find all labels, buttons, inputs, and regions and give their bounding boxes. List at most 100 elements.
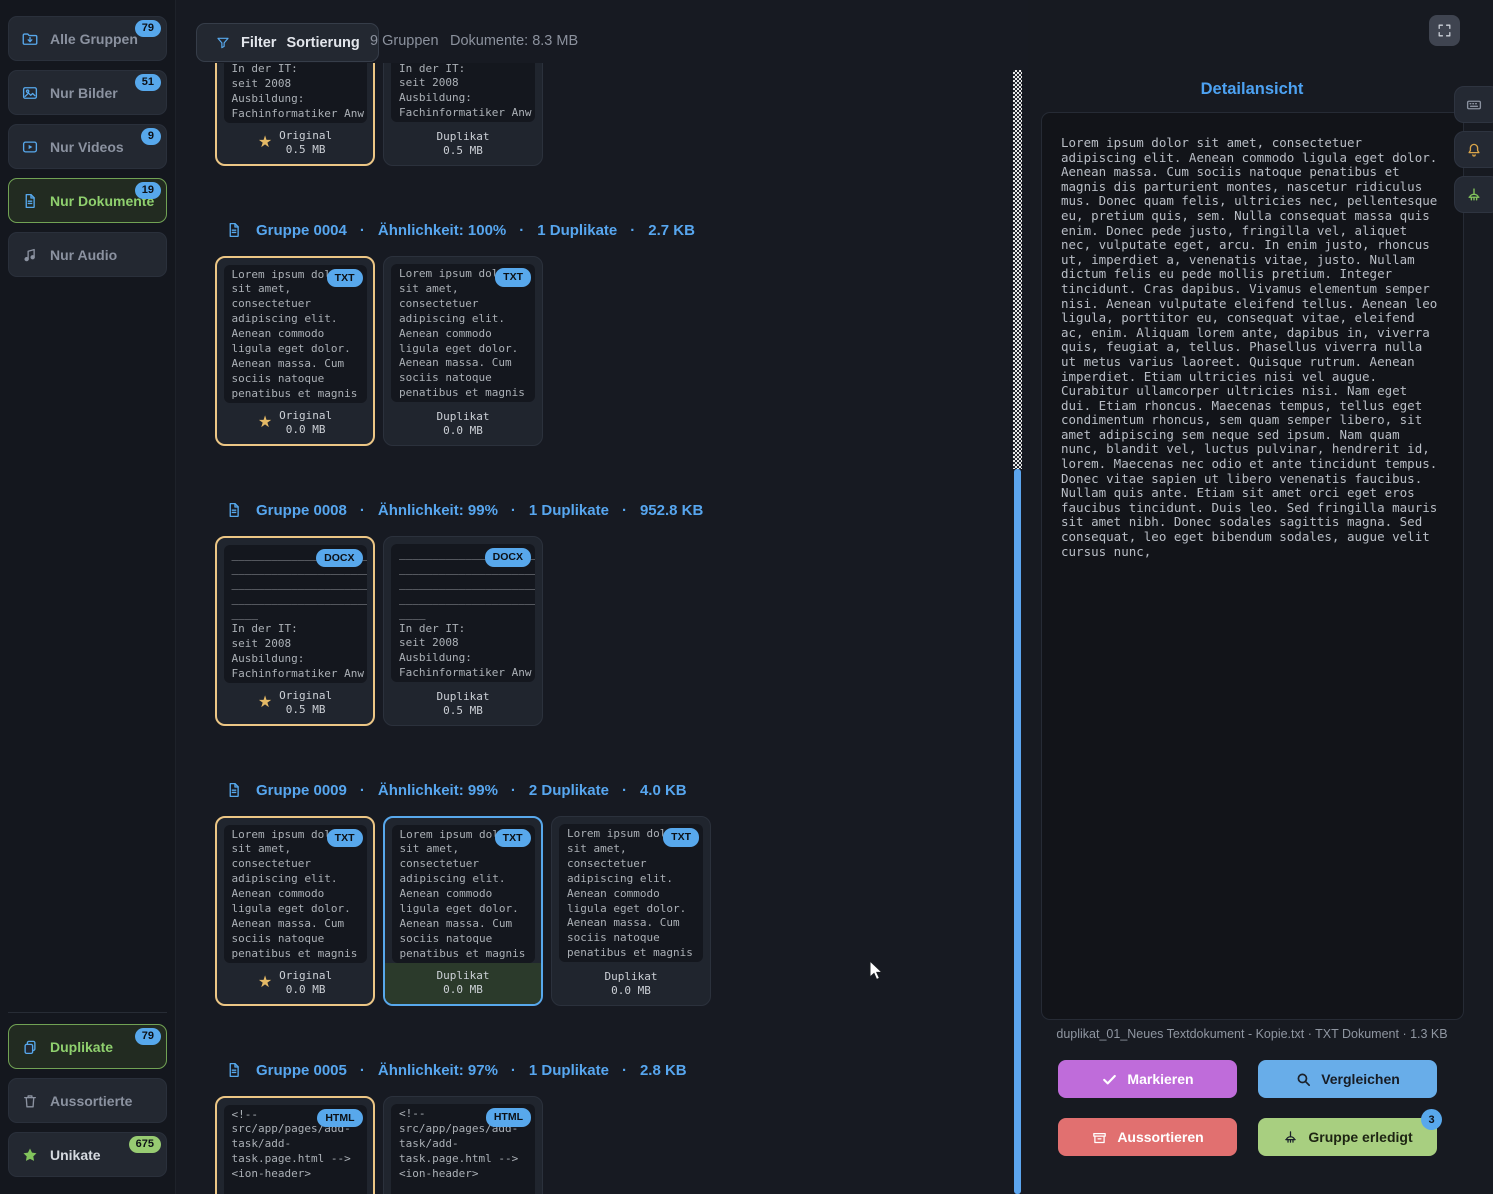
group-similarity: Ähnlichkeit: 97% xyxy=(377,1061,498,1079)
compare-button[interactable]: Vergleichen xyxy=(1258,1060,1437,1098)
card-role: Duplikat xyxy=(436,409,490,423)
file-preview: Lorem ipsum dolor sit amet, consectetuer… xyxy=(559,824,703,962)
file-preview: Lorem ipsum dolor sit amet, consectetuer… xyxy=(391,264,535,402)
document-icon xyxy=(225,781,243,799)
card-role: Original xyxy=(279,129,333,143)
sidebar-divider xyxy=(8,1012,167,1013)
separator-dot: · xyxy=(630,221,636,239)
file-name: duplikat_01_Neues Textdokument - Kopie.t… xyxy=(1056,1027,1305,1041)
fullscreen-button[interactable] xyxy=(1429,15,1460,46)
filetype-badge: TXT xyxy=(494,828,531,847)
card-size: 0.5 MB xyxy=(285,143,326,157)
group-size: 4.0 KB xyxy=(639,781,687,799)
sidebar-item-nur-bilder[interactable]: Nur Bilder 51 xyxy=(8,70,167,115)
card-footer: Duplikat 0.0 MB xyxy=(552,962,710,1005)
sidebar-item-nur-videos[interactable]: Nur Videos 9 xyxy=(8,124,167,169)
separator-dot: · xyxy=(621,1061,627,1079)
card-size: 0.5 MB xyxy=(285,703,326,717)
group-similarity: Ähnlichkeit: 100% xyxy=(377,221,507,239)
file-size: 1.3 KB xyxy=(1410,1027,1448,1041)
group-similarity: Ähnlichkeit: 99% xyxy=(377,781,498,799)
group-header: Gruppe 0005 · Ähnlichkeit: 97% · 1 Dupli… xyxy=(215,1058,727,1082)
image-icon xyxy=(21,84,39,102)
sidebar-item-alle-gruppen[interactable]: Alle Gruppen 79 xyxy=(8,16,167,61)
file-preview: _____________________ __________________… xyxy=(391,63,535,122)
preview-text: Lorem ipsum dolor sit amet, consectetuer… xyxy=(399,267,525,400)
separator-dot: · xyxy=(621,781,627,799)
compare-label: Vergleichen xyxy=(1321,1071,1400,1087)
scrollbar-track[interactable] xyxy=(1014,469,1021,1194)
file-card-original[interactable]: <!-- src/app/pages/add- task/add- task.p… xyxy=(215,1096,375,1194)
card-footer: Duplikat 0.5 MB xyxy=(384,682,542,725)
detail-content-box: Lorem ipsum dolor sit amet, consectetuer… xyxy=(1041,112,1464,1020)
filter-sort-button[interactable]: Filter Sortierung xyxy=(196,23,379,62)
mark-label: Markieren xyxy=(1127,1071,1194,1087)
file-card-original[interactable]: _____________________ __________________… xyxy=(215,536,375,726)
file-card-original[interactable]: _____________________ __________________… xyxy=(215,63,375,166)
filetype-badge: TXT xyxy=(326,828,363,847)
separator-dot: · xyxy=(621,501,627,519)
file-card-duplikat[interactable]: Lorem ipsum dolor sit amet, consectetuer… xyxy=(551,816,711,1006)
file-card-original[interactable]: Lorem ipsum dolor sit amet, consectetuer… xyxy=(215,816,375,1006)
discard-button[interactable]: Aussortieren xyxy=(1058,1118,1237,1156)
card-role: Duplikat xyxy=(436,129,490,143)
sidebar-item-duplikate[interactable]: Duplikate 79 xyxy=(8,1024,167,1069)
preview-text: _____________________ __________________… xyxy=(231,547,367,680)
file-type: TXT Dokument xyxy=(1315,1027,1399,1041)
sidebar-item-unikate[interactable]: Unikate 675 xyxy=(8,1132,167,1177)
edge-tab-cleanup[interactable] xyxy=(1454,176,1493,213)
file-card-duplikat[interactable]: Lorem ipsum dolor sit amet, consectetuer… xyxy=(383,816,543,1006)
sidebar-item-aussortierte[interactable]: Aussortierte xyxy=(8,1078,167,1123)
card-role: Original xyxy=(279,689,333,703)
file-card-duplikat[interactable]: _____________________ __________________… xyxy=(383,63,543,166)
sidebar-item-label: Unikate xyxy=(50,1146,101,1163)
edge-tab-keyboard[interactable] xyxy=(1454,86,1493,123)
card-footer: ★ Original 0.0 MB xyxy=(217,963,373,1005)
file-card-duplikat[interactable]: <!-- src/app/pages/add- task/add- task.p… xyxy=(383,1096,543,1194)
group-done-button[interactable]: Gruppe erledigt 3 xyxy=(1258,1109,1442,1156)
card-footer: ★ Original 0.5 MB xyxy=(217,683,373,725)
group-cards-row: _____________________ __________________… xyxy=(215,536,727,726)
sidebar-item-nur-dokumente[interactable]: Nur Dokumente 19 xyxy=(8,178,167,223)
preview-text: _____________________ __________________… xyxy=(399,63,532,120)
sidebar-item-label: Nur Videos xyxy=(50,138,124,155)
group-duplicate-count: 1 Duplikate xyxy=(528,501,609,519)
sidebar-item-nur-audio[interactable]: Nur Audio xyxy=(8,232,167,277)
card-footer: Duplikat 0.5 MB xyxy=(384,122,542,165)
trash-icon xyxy=(21,1092,39,1110)
group-cards-row: <!-- src/app/pages/add- task/add- task.p… xyxy=(215,1096,727,1194)
total-size-info: Dokumente: 8.3 MB xyxy=(450,33,579,49)
star-icon: ★ xyxy=(257,414,273,432)
sidebar-item-label: Duplikate xyxy=(50,1038,114,1055)
card-footer: Duplikat 0.0 MB xyxy=(385,962,541,1004)
file-card-duplikat[interactable]: Lorem ipsum dolor sit amet, consectetuer… xyxy=(383,256,543,446)
filetype-badge: TXT xyxy=(495,268,531,287)
file-info-separator: · xyxy=(1307,1027,1316,1041)
sidebar-item-label: Nur Bilder xyxy=(50,84,118,101)
edge-tab-notifications[interactable] xyxy=(1454,131,1493,168)
group-header: Gruppe 0008 · Ähnlichkeit: 99% · 1 Dupli… xyxy=(215,498,727,522)
document-icon xyxy=(225,221,243,239)
card-footer: ★ Original 0.0 MB xyxy=(217,403,373,445)
group-header: Gruppe 0004 · Ähnlichkeit: 100% · 1 Dupl… xyxy=(215,218,727,242)
card-size: 0.5 MB xyxy=(443,703,483,717)
file-card-original[interactable]: Lorem ipsum dolor sit amet, consectetuer… xyxy=(215,256,375,446)
file-preview: _____________________ __________________… xyxy=(223,63,367,123)
duplicate-group: Gruppe 0004 · Ähnlichkeit: 100% · 1 Dupl… xyxy=(215,218,727,446)
video-icon xyxy=(21,138,39,156)
sidebar-filter-list: Alle Gruppen 79 Nur Bilder 51 Nur Videos 9 Nur… xyxy=(0,0,175,277)
preview-text: _____________________ __________________… xyxy=(231,63,364,120)
broom-icon xyxy=(1465,186,1483,204)
check-icon xyxy=(1101,1071,1118,1088)
document-icon xyxy=(225,1061,243,1079)
scrollbar-thumb[interactable] xyxy=(1013,70,1022,469)
group-size: 2.7 KB xyxy=(648,221,695,239)
file-card-duplikat[interactable]: _____________________ __________________… xyxy=(383,536,543,726)
sidebar-item-label: Nur Dokumente xyxy=(50,192,155,209)
mark-button[interactable]: Markieren xyxy=(1058,1060,1237,1098)
separator-dot: · xyxy=(510,1061,516,1079)
folder-download-icon xyxy=(21,30,39,48)
group-title: Gruppe 0009 xyxy=(256,781,347,799)
count-badge: 79 xyxy=(134,20,161,37)
